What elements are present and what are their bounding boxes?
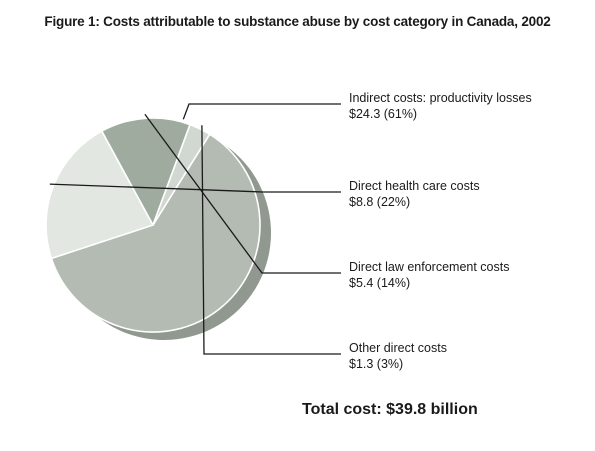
slice-label-indirect-costs-productivity-losses: Indirect costs: productivity losses	[349, 91, 532, 105]
leader-lines	[49, 103, 341, 355]
leader-line-direct-law-enforcement-costs	[144, 113, 341, 274]
slice-label-direct-law-enforcement-costs: Direct law enforcement costs	[349, 260, 509, 274]
leader-line-direct-health-care-costs	[49, 183, 341, 193]
chart-title: Figure 1: Costs attributable to substanc…	[44, 14, 551, 29]
leader-line-other-direct-costs	[201, 125, 341, 355]
slice-label-other-direct-costs: Other direct costs	[349, 341, 447, 355]
slice-label-direct-health-care-costs: Direct health care costs	[349, 179, 480, 193]
slice-labels: Indirect costs: productivity losses $24.3…	[349, 91, 532, 371]
slice-value-other-direct-costs: $1.3 (3%)	[349, 357, 403, 371]
slice-value-direct-law-enforcement-costs: $5.4 (14%)	[349, 276, 410, 290]
slice-value-indirect-costs-productivity-losses: $24.3 (61%)	[349, 107, 417, 121]
pie-slice-other-direct-costs	[152, 123, 211, 226]
slice-value-direct-health-care-costs: $8.8 (22%)	[349, 195, 410, 209]
pie-slices	[45, 117, 261, 333]
leader-line-indirect-costs-productivity-losses	[182, 103, 341, 120]
total-cost: Total cost: $39.8 billion	[302, 401, 478, 418]
pie-slice-direct-health-care-costs	[45, 130, 154, 260]
pie-slice-indirect-costs-productivity-losses	[50, 133, 261, 333]
